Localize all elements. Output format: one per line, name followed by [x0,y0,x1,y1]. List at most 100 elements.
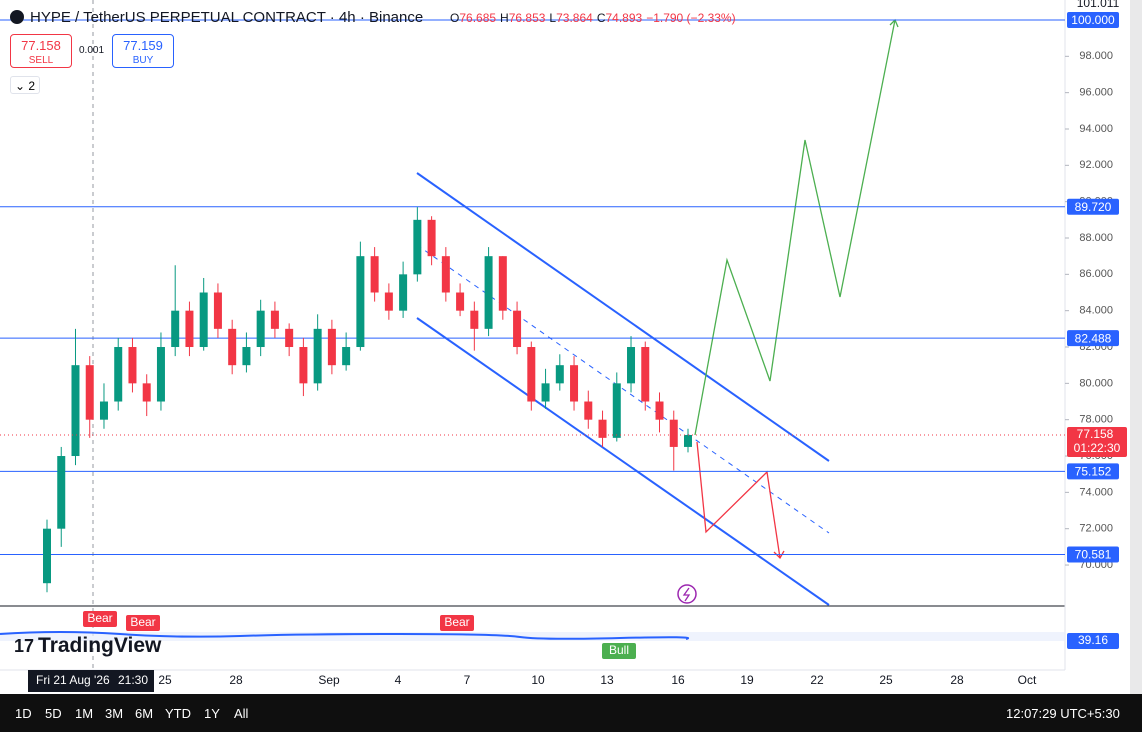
quantity: 0.001 [79,45,105,56]
candle-body [327,328,336,366]
candle-body [399,274,408,311]
range-button[interactable]: All [234,706,249,721]
bottom-toolbar: 1D 5D 1M 3M 6M YTD 1Y All 12:07:29 UTC+5:30 [0,694,1142,732]
time-label: 28 [229,673,243,687]
candle-body [612,383,621,438]
candle-body [570,365,579,402]
level-label: 100.000 [1071,13,1115,27]
layout-count: 2 [28,79,35,93]
candle-body [370,256,379,293]
range-button[interactable]: 1D [15,706,32,721]
time-label: 22 [810,673,824,687]
indicator-tag [1067,633,1119,649]
candle-body [342,347,351,366]
candle-body [384,292,393,311]
title-text: HYPE / TetherUS PERPETUAL CONTRACT · 4h … [30,9,424,26]
ohlc-key: H [500,11,509,25]
signal-label: Bull [609,643,629,657]
candle-body [142,383,151,402]
candle-body [513,310,522,348]
signal-tag [83,611,117,627]
sell-button[interactable]: 77.158 SELL [10,34,72,68]
ohlc-key: O [450,11,460,25]
candle-body [299,347,308,384]
time-label: Oct [1018,673,1037,687]
candle-body [313,328,322,384]
signal-tag [440,615,474,631]
level-label: 89.720 [1075,200,1112,214]
buy-price: 77.159 [123,38,163,53]
indicator-band [0,632,1065,641]
candle-body [285,328,294,348]
candle-body [85,365,94,420]
candle-body [256,310,265,348]
candle-body [156,347,165,402]
candle-body [427,219,436,257]
time-label: 7 [464,673,471,687]
candle-body [185,310,194,348]
candle-body [669,419,678,447]
price-tick-label: 74.000 [1079,486,1113,498]
price-tick-label: 96.000 [1079,87,1113,99]
range-button[interactable]: 1M [75,706,94,721]
time-label: 25 [879,673,893,687]
price-tick-label: 88.000 [1079,232,1113,244]
channel-upper [416,172,830,462]
price-label: 101.011 [1077,0,1120,10]
level-tag [1067,546,1119,563]
candle-body [128,347,137,384]
candle-body [541,383,550,402]
crosshair-time: 21:30 [118,673,148,687]
candle-body [356,256,365,348]
bull-projection [694,19,896,436]
signal-label: Bear [87,611,112,625]
ohlc-readout: O76.685 H76.853 L73.864 C74.893 −1.790 (−2.3… [450,11,740,25]
price-tick-label: 94.000 [1079,123,1113,135]
event-icon[interactable] [677,584,697,604]
price-tick-label: 78.000 [1079,414,1113,426]
brand-logo: 17 TradingView [14,634,162,657]
signal-tag [126,615,160,631]
range-button[interactable]: YTD [165,706,191,721]
symbol-title[interactable]: HYPE / TetherUS PERPETUAL CONTRACT · 4h … [10,9,423,26]
level-tag [1067,463,1119,480]
chart: 101.01170.00072.00074.00076.00078.00080.… [0,0,1142,694]
candle-body [627,347,636,384]
level-label: 70.581 [1075,548,1112,562]
range-button[interactable]: 1Y [204,706,220,721]
range-button[interactable]: 3M [105,706,124,721]
candle-body [57,456,66,529]
ohlc-key: C [596,11,606,25]
indicator-value: 39.16 [1078,633,1108,647]
ohlc-change: −1.790 (−2.33%) [646,11,736,25]
indicator-line [0,631,689,640]
range-button[interactable]: 6M [135,706,154,721]
sell-price: 77.158 [21,38,61,53]
candle-body [655,401,664,420]
candle-body [213,292,222,329]
candle-body [598,419,607,438]
channel-lower [416,317,830,606]
level-tag [1067,330,1119,347]
candle-body [270,310,279,329]
candle-body [171,310,180,348]
candle-body [470,310,479,329]
range-button[interactable]: 5D [45,706,62,721]
candle-body [456,292,465,311]
time-label: 16 [671,673,685,687]
candle-body [684,434,692,447]
ohlc-value: 73.864 [556,11,593,25]
buy-button[interactable]: 77.159 BUY [112,34,174,68]
signal-label: Bear [444,615,469,629]
time-label: 4 [395,673,402,687]
time-label: 28 [950,673,964,687]
signal-label: Bear [130,615,155,629]
event-icon [682,587,691,602]
level-label: 82.488 [1075,331,1112,345]
candle-body [228,328,237,366]
layout-toggle[interactable]: ⌄ 2 [10,76,40,94]
candle-body [71,365,80,457]
time-label: Sep [318,673,340,687]
crosshair-date: Fri 21 Aug '26 [36,673,110,687]
sell-label: SELL [28,55,54,66]
